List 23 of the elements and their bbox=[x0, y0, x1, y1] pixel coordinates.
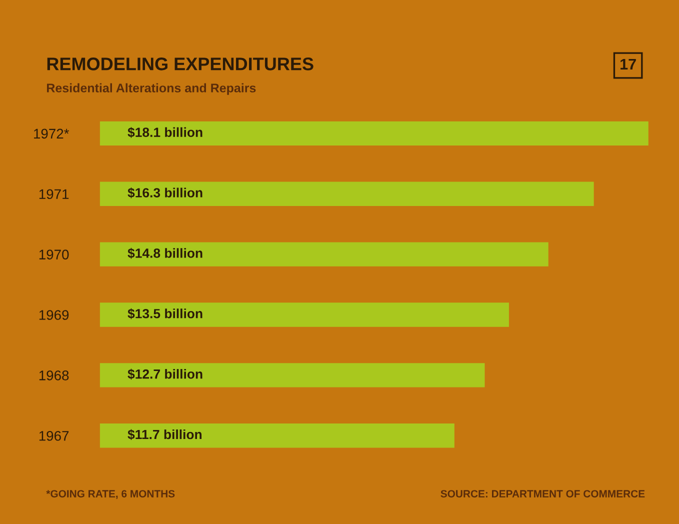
data-label: $18.1 billion bbox=[128, 127, 202, 138]
chart-title: REMODELING EXPENDITURES bbox=[47, 58, 314, 70]
y-tick-label: 1968 bbox=[39, 370, 69, 380]
bar bbox=[100, 121, 648, 146]
data-label: $11.7 billion bbox=[128, 429, 202, 440]
text: 17 bbox=[620, 58, 636, 70]
y-tick-label: 1970 bbox=[39, 250, 69, 260]
data-label: $13.5 billion bbox=[128, 308, 202, 320]
bar bbox=[100, 242, 548, 266]
bar bbox=[100, 182, 594, 206]
source-note: SOURCE: DEPARTMENT OF COMMERCE bbox=[440, 490, 645, 498]
y-tick-label: 1967 bbox=[39, 430, 69, 441]
chart-subtitle: Residential Alterations and Repairs bbox=[47, 83, 256, 95]
bar bbox=[100, 424, 454, 448]
bar bbox=[100, 363, 485, 388]
y-tick-label: 1971 bbox=[39, 189, 69, 200]
y-tick-label: 1972* bbox=[34, 128, 70, 139]
bar bbox=[100, 302, 509, 327]
data-label: $12.7 billion bbox=[128, 368, 202, 380]
data-label: $16.3 billion bbox=[128, 188, 202, 198]
text: *GOING RATE, 6 MONTHS bbox=[46, 490, 175, 499]
data-label: $14.8 billion bbox=[128, 248, 202, 259]
y-tick-label: 1969 bbox=[39, 310, 69, 320]
